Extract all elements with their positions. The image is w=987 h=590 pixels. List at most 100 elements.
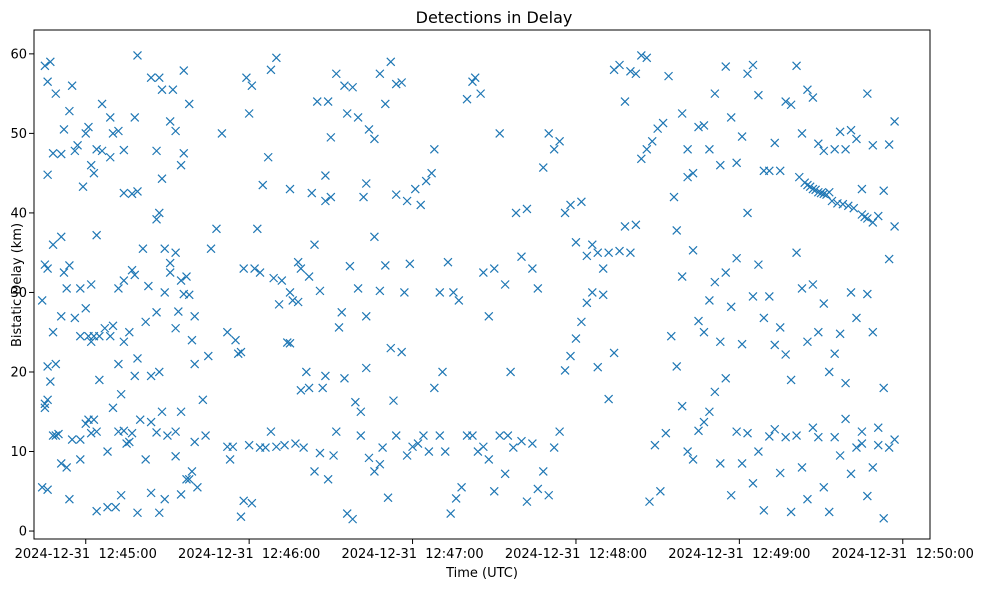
data-point-398	[890, 435, 900, 445]
data-point-401	[683, 172, 693, 182]
data-point-412	[743, 208, 752, 218]
data-point-487	[819, 189, 829, 199]
y-axis-label: Bistatic Delay (km)	[10, 223, 25, 347]
data-point-231	[375, 459, 385, 469]
data-point-65	[187, 335, 197, 345]
data-point-75	[70, 313, 80, 323]
data-point-24	[184, 99, 194, 109]
data-point-344	[626, 248, 635, 258]
data-point-378	[781, 432, 791, 442]
data-point-436	[873, 440, 883, 450]
data-point-210	[274, 299, 284, 309]
data-point-61	[171, 248, 181, 258]
data-point-71	[48, 327, 58, 337]
data-point-43	[43, 264, 53, 274]
data-point-326	[527, 439, 537, 448]
data-point-195	[391, 79, 401, 89]
data-point-473	[862, 89, 872, 99]
data-point-201	[236, 512, 246, 522]
data-point-475	[873, 211, 883, 221]
data-point-115	[103, 447, 112, 456]
data-point-488	[822, 190, 831, 200]
data-point-97	[171, 323, 181, 333]
data-point-102	[43, 395, 53, 405]
data-point-74	[62, 284, 72, 293]
data-point-111	[86, 428, 96, 438]
data-point-153	[206, 244, 216, 254]
data-point-445	[710, 89, 720, 99]
data-point-105	[54, 429, 63, 439]
data-point-148	[184, 474, 194, 484]
data-point-379	[786, 507, 796, 517]
data-point-456	[770, 138, 780, 148]
data-point-23	[179, 66, 189, 75]
data-point-460	[792, 61, 801, 71]
data-point-131	[190, 437, 200, 447]
data-point-369	[732, 427, 742, 437]
data-point-3	[51, 89, 61, 99]
data-point-243	[326, 192, 336, 202]
data-point-135	[64, 494, 74, 504]
data-point-18	[133, 51, 142, 60]
data-point-88	[124, 327, 134, 337]
data-point-142	[133, 508, 142, 518]
data-point-335	[576, 317, 586, 327]
data-point-462	[803, 85, 812, 95]
axes-frame	[33, 29, 931, 540]
y-tick-label-2: 20	[10, 365, 27, 380]
data-point-453	[754, 90, 763, 100]
data-point-28	[70, 146, 80, 156]
data-point-370	[737, 459, 747, 468]
data-point-275	[419, 431, 428, 441]
data-point-339	[598, 290, 608, 300]
data-point-19	[146, 73, 156, 83]
data-point-2	[45, 57, 55, 67]
data-point-151	[201, 431, 210, 441]
data-point-372	[748, 478, 758, 488]
data-point-276	[424, 447, 434, 456]
data-point-174	[293, 257, 303, 267]
data-point-251	[375, 286, 385, 296]
data-point-272	[402, 451, 412, 460]
data-point-124	[152, 428, 161, 437]
data-point-150	[198, 395, 208, 405]
data-point-84	[108, 321, 118, 331]
data-point-228	[361, 363, 371, 373]
data-point-416	[764, 292, 774, 301]
data-point-340	[604, 394, 614, 404]
data-point-45	[56, 232, 66, 242]
data-point-82	[100, 323, 110, 333]
data-point-417	[770, 340, 780, 350]
data-point-112	[89, 415, 99, 425]
data-point-144	[154, 508, 164, 518]
data-point-139	[111, 502, 121, 512]
y-tick-label-1: 10	[10, 445, 27, 460]
data-point-305	[555, 136, 565, 146]
data-point-381	[797, 462, 807, 472]
data-point-438	[884, 254, 894, 264]
data-point-157	[231, 335, 240, 345]
data-point-291	[478, 268, 488, 277]
data-point-261	[427, 168, 437, 178]
data-point-430	[841, 378, 850, 388]
data-point-287	[484, 455, 494, 464]
data-point-458	[781, 97, 791, 107]
data-point-55	[138, 244, 148, 254]
data-point-468	[835, 127, 845, 137]
data-point-106	[62, 462, 72, 472]
data-point-145	[160, 494, 170, 504]
data-point-237	[285, 288, 295, 297]
data-point-68	[40, 399, 50, 409]
data-point-189	[361, 179, 371, 188]
data-point-452	[748, 60, 758, 70]
data-point-52	[119, 276, 129, 285]
data-point-59	[160, 244, 170, 254]
data-point-455	[764, 166, 774, 176]
data-point-76	[75, 331, 85, 341]
data-point-426	[819, 299, 829, 309]
data-point-182	[326, 132, 336, 142]
data-point-366	[715, 459, 725, 468]
data-point-407	[715, 337, 725, 347]
data-point-457	[775, 166, 785, 176]
data-point-314	[604, 248, 614, 258]
